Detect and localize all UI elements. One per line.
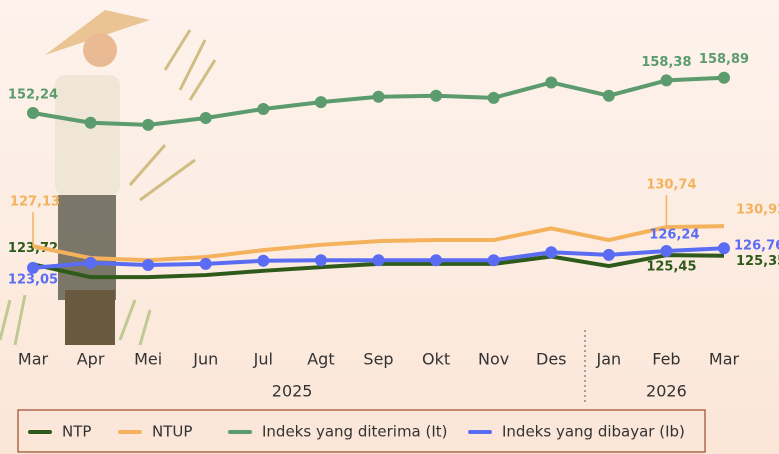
x-tick-label: Feb bbox=[652, 350, 680, 369]
value-label: 125,45 bbox=[646, 260, 696, 275]
x-tick-label: Okt bbox=[422, 350, 450, 369]
point bbox=[430, 254, 442, 266]
point bbox=[660, 245, 672, 257]
point bbox=[373, 91, 385, 103]
value-label: 130,92 bbox=[736, 203, 779, 218]
point bbox=[660, 74, 672, 86]
point bbox=[200, 112, 212, 124]
value-label: 152,24 bbox=[8, 88, 58, 103]
legend-label: Indeks yang diterima (It) bbox=[262, 423, 448, 441]
point bbox=[488, 254, 500, 266]
x-tick-label: Jan bbox=[595, 350, 621, 369]
x-tick-label: Jul bbox=[253, 350, 273, 369]
point bbox=[603, 90, 615, 102]
point bbox=[27, 107, 39, 119]
point bbox=[200, 258, 212, 270]
point bbox=[85, 257, 97, 269]
point bbox=[718, 72, 730, 84]
value-label: 126,24 bbox=[649, 227, 699, 242]
value-label: 130,74 bbox=[646, 178, 696, 193]
value-label: 125,35 bbox=[736, 254, 779, 269]
value-label: 158,38 bbox=[641, 55, 691, 70]
point bbox=[142, 119, 154, 131]
value-label: 123,05 bbox=[8, 272, 58, 287]
year-label: 2026 bbox=[646, 382, 687, 401]
point bbox=[603, 249, 615, 261]
x-tick-label: Mar bbox=[709, 350, 740, 369]
point bbox=[85, 117, 97, 129]
point bbox=[545, 246, 557, 258]
x-tick-label: Mar bbox=[18, 350, 49, 369]
point bbox=[315, 254, 327, 266]
chart: Mar Apr Mei Jun Jul Agt Sep Okt Nov Des Jan Feb Mar 2… bbox=[0, 0, 779, 454]
legend-label: NTUP bbox=[152, 423, 192, 441]
x-tick-label: Apr bbox=[77, 350, 105, 369]
x-tick-label: Des bbox=[536, 350, 567, 369]
x-tick-label: Nov bbox=[478, 350, 509, 369]
point bbox=[430, 90, 442, 102]
x-tick-label: Mei bbox=[134, 350, 162, 369]
point bbox=[545, 76, 557, 88]
value-label: 158,89 bbox=[699, 52, 749, 67]
point bbox=[373, 254, 385, 266]
value-label: 126,76 bbox=[734, 239, 779, 254]
point bbox=[142, 259, 154, 271]
legend-label: NTP bbox=[62, 423, 91, 441]
x-tick-label: Sep bbox=[363, 350, 393, 369]
point bbox=[257, 255, 269, 267]
point bbox=[315, 96, 327, 108]
value-label: 127,13 bbox=[10, 195, 60, 210]
point bbox=[718, 242, 730, 254]
x-tick-label: Agt bbox=[307, 350, 334, 369]
legend-label: Indeks yang dibayar (Ib) bbox=[502, 423, 685, 441]
year-label: 2025 bbox=[272, 382, 313, 401]
point bbox=[488, 92, 500, 104]
x-tick-label: Jun bbox=[192, 350, 218, 369]
point bbox=[257, 103, 269, 115]
